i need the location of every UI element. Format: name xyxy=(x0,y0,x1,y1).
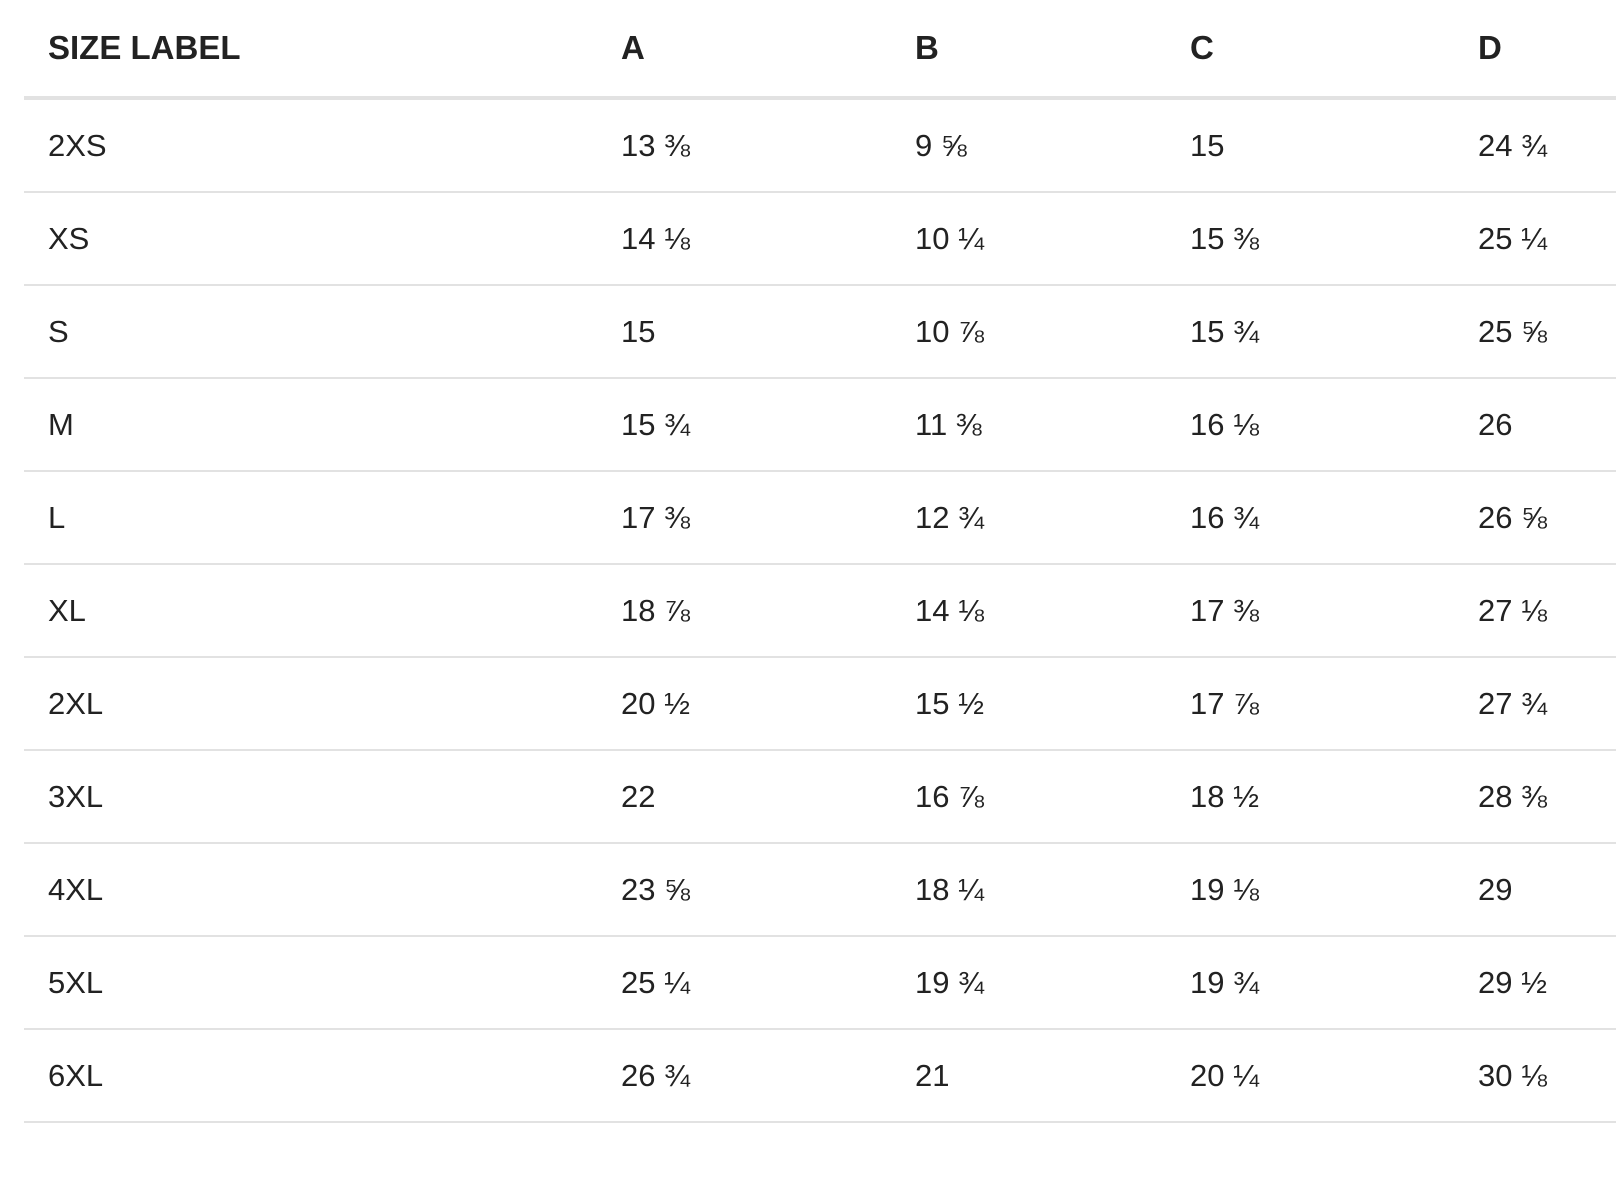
measurement-b-cell: 12 ¾ xyxy=(891,471,1166,565)
measurement-c-cell: 16 ⅛ xyxy=(1166,378,1454,472)
measurement-c-cell: 15 xyxy=(1166,98,1454,193)
measurement-b-cell: 21 xyxy=(891,1029,1166,1123)
size-chart-table: SIZE LABEL A B C D 2XS 13 ⅜ 9 ⅝ 15 24 ¾ … xyxy=(24,0,1616,1123)
size-label-cell: 6XL xyxy=(24,1029,597,1123)
measurement-b-cell: 14 ⅛ xyxy=(891,564,1166,658)
size-label-cell: 4XL xyxy=(24,843,597,937)
measurement-a-cell: 13 ⅜ xyxy=(597,98,891,193)
size-label-cell: XS xyxy=(24,192,597,286)
measurement-d-cell: 27 ⅛ xyxy=(1454,564,1616,658)
column-header-a: A xyxy=(597,0,891,100)
size-chart: SIZE LABEL A B C D 2XS 13 ⅜ 9 ⅝ 15 24 ¾ … xyxy=(24,0,1616,1123)
size-label-cell: 3XL xyxy=(24,750,597,844)
size-label-cell: 2XS xyxy=(24,98,597,193)
measurement-a-cell: 15 xyxy=(597,285,891,379)
measurement-a-cell: 20 ½ xyxy=(597,657,891,751)
column-header-b: B xyxy=(891,0,1166,100)
column-header-c: C xyxy=(1166,0,1454,100)
measurement-d-cell: 26 xyxy=(1454,378,1616,472)
table-row: 6XL 26 ¾ 21 20 ¼ 30 ⅛ xyxy=(24,1029,1616,1123)
measurement-d-cell: 27 ¾ xyxy=(1454,657,1616,751)
table-row: XS 14 ⅛ 10 ¼ 15 ⅜ 25 ¼ xyxy=(24,192,1616,286)
measurement-d-cell: 24 ¾ xyxy=(1454,98,1616,193)
measurement-c-cell: 17 ⅜ xyxy=(1166,564,1454,658)
column-header-size-label: SIZE LABEL xyxy=(24,0,597,100)
size-label-cell: L xyxy=(24,471,597,565)
table-row: 2XS 13 ⅜ 9 ⅝ 15 24 ¾ xyxy=(24,98,1616,193)
measurement-a-cell: 26 ¾ xyxy=(597,1029,891,1123)
measurement-a-cell: 22 xyxy=(597,750,891,844)
measurement-b-cell: 10 ⅞ xyxy=(891,285,1166,379)
size-label-cell: 5XL xyxy=(24,936,597,1030)
measurement-a-cell: 25 ¼ xyxy=(597,936,891,1030)
table-row: 3XL 22 16 ⅞ 18 ½ 28 ⅜ xyxy=(24,750,1616,844)
size-label-cell: XL xyxy=(24,564,597,658)
measurement-d-cell: 26 ⅝ xyxy=(1454,471,1616,565)
table-row: 2XL 20 ½ 15 ½ 17 ⅞ 27 ¾ xyxy=(24,657,1616,751)
column-header-d: D xyxy=(1454,0,1616,100)
measurement-d-cell: 29 xyxy=(1454,843,1616,937)
measurement-a-cell: 17 ⅜ xyxy=(597,471,891,565)
measurement-d-cell: 25 ¼ xyxy=(1454,192,1616,286)
table-row: L 17 ⅜ 12 ¾ 16 ¾ 26 ⅝ xyxy=(24,471,1616,565)
measurement-b-cell: 10 ¼ xyxy=(891,192,1166,286)
size-label-cell: 2XL xyxy=(24,657,597,751)
measurement-b-cell: 11 ⅜ xyxy=(891,378,1166,472)
table-row: XL 18 ⅞ 14 ⅛ 17 ⅜ 27 ⅛ xyxy=(24,564,1616,658)
table-row: M 15 ¾ 11 ⅜ 16 ⅛ 26 xyxy=(24,378,1616,472)
table-row: 4XL 23 ⅝ 18 ¼ 19 ⅛ 29 xyxy=(24,843,1616,937)
measurement-a-cell: 15 ¾ xyxy=(597,378,891,472)
measurement-a-cell: 23 ⅝ xyxy=(597,843,891,937)
measurement-c-cell: 17 ⅞ xyxy=(1166,657,1454,751)
measurement-c-cell: 15 ¾ xyxy=(1166,285,1454,379)
measurement-b-cell: 15 ½ xyxy=(891,657,1166,751)
table-row: 5XL 25 ¼ 19 ¾ 19 ¾ 29 ½ xyxy=(24,936,1616,1030)
measurement-c-cell: 18 ½ xyxy=(1166,750,1454,844)
measurement-d-cell: 25 ⅝ xyxy=(1454,285,1616,379)
measurement-b-cell: 16 ⅞ xyxy=(891,750,1166,844)
measurement-d-cell: 28 ⅜ xyxy=(1454,750,1616,844)
size-label-cell: S xyxy=(24,285,597,379)
table-row: S 15 10 ⅞ 15 ¾ 25 ⅝ xyxy=(24,285,1616,379)
measurement-d-cell: 30 ⅛ xyxy=(1454,1029,1616,1123)
header-row: SIZE LABEL A B C D xyxy=(24,0,1616,100)
measurement-c-cell: 19 ⅛ xyxy=(1166,843,1454,937)
measurement-b-cell: 18 ¼ xyxy=(891,843,1166,937)
size-label-cell: M xyxy=(24,378,597,472)
measurement-c-cell: 20 ¼ xyxy=(1166,1029,1454,1123)
measurement-b-cell: 19 ¾ xyxy=(891,936,1166,1030)
measurement-c-cell: 15 ⅜ xyxy=(1166,192,1454,286)
measurement-b-cell: 9 ⅝ xyxy=(891,98,1166,193)
measurement-c-cell: 16 ¾ xyxy=(1166,471,1454,565)
measurement-a-cell: 14 ⅛ xyxy=(597,192,891,286)
measurement-a-cell: 18 ⅞ xyxy=(597,564,891,658)
measurement-d-cell: 29 ½ xyxy=(1454,936,1616,1030)
measurement-c-cell: 19 ¾ xyxy=(1166,936,1454,1030)
